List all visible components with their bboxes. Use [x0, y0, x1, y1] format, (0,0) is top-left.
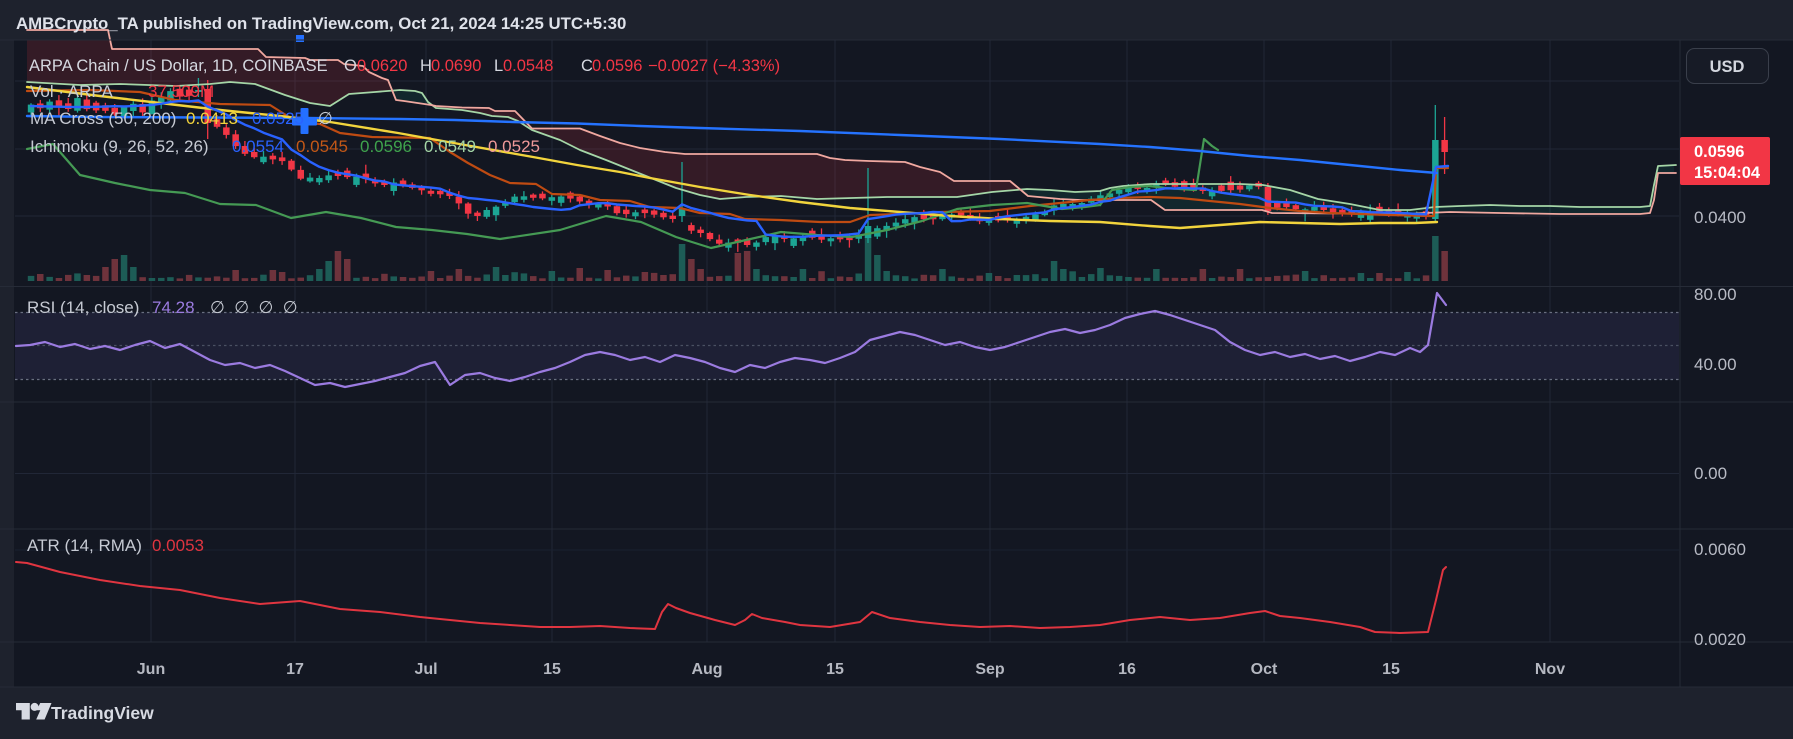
svg-text:ARPA Chain / US Dollar, 1D, CO: ARPA Chain / US Dollar, 1D, COINBASE — [29, 57, 328, 75]
svg-text:15:04:04: 15:04:04 — [1694, 164, 1761, 182]
svg-text:Ichimoku (9, 26, 52, 26): Ichimoku (9, 26, 52, 26) — [30, 137, 209, 156]
svg-text:AMBCrypto_TA published on Trad: AMBCrypto_TA published on TradingView.co… — [16, 14, 626, 33]
svg-text:15: 15 — [1382, 661, 1400, 678]
svg-text:MA Cross (50, 200): MA Cross (50, 200) — [30, 109, 176, 128]
svg-text:0.0690: 0.0690 — [431, 57, 481, 75]
svg-text:Jul: Jul — [414, 661, 437, 678]
svg-text:TradingView: TradingView — [51, 703, 154, 723]
svg-text:Aug: Aug — [691, 661, 722, 678]
svg-text:0.0596: 0.0596 — [1694, 143, 1744, 161]
svg-text:0.0413: 0.0413 — [186, 109, 238, 128]
svg-text:L: L — [494, 57, 503, 75]
svg-text:15: 15 — [826, 661, 844, 678]
svg-text:∅: ∅ — [318, 109, 333, 128]
svg-text:0.0020: 0.0020 — [1694, 630, 1746, 649]
svg-text:Oct: Oct — [1251, 661, 1278, 678]
svg-text:0.0596: 0.0596 — [592, 57, 642, 75]
svg-text:Jun: Jun — [137, 661, 165, 678]
svg-text:∅ ∅ ∅ ∅: ∅ ∅ ∅ ∅ — [210, 298, 298, 317]
svg-text:0.0400: 0.0400 — [1694, 208, 1746, 227]
svg-text:C: C — [581, 57, 593, 75]
svg-text:Nov: Nov — [1535, 661, 1565, 678]
svg-text:0.0525: 0.0525 — [252, 109, 304, 128]
svg-text:0.0596: 0.0596 — [360, 137, 412, 156]
svg-text:ATR (14, RMA): ATR (14, RMA) — [27, 536, 142, 555]
svg-text:17: 17 — [286, 661, 304, 678]
svg-text:O: O — [344, 57, 357, 75]
svg-text:RSI (14, close): RSI (14, close) — [27, 298, 139, 317]
svg-text:74.28: 74.28 — [152, 298, 195, 317]
svg-text:0.0554: 0.0554 — [232, 137, 284, 156]
svg-text:0.0525: 0.0525 — [488, 137, 540, 156]
svg-text:16: 16 — [1118, 661, 1136, 678]
svg-text:0.0620: 0.0620 — [357, 57, 407, 75]
svg-text:0.0548: 0.0548 — [503, 57, 553, 75]
svg-text:40.00: 40.00 — [1694, 355, 1737, 374]
svg-text:0.0053: 0.0053 — [152, 536, 204, 555]
svg-text:0.0060: 0.0060 — [1694, 540, 1746, 559]
svg-text:0.00: 0.00 — [1694, 464, 1727, 483]
svg-text:0.0545: 0.0545 — [296, 137, 348, 156]
svg-text:37.509M: 37.509M — [148, 82, 214, 101]
svg-text:15: 15 — [543, 661, 561, 678]
svg-text:80.00: 80.00 — [1694, 285, 1737, 304]
svg-text:0.0549: 0.0549 — [424, 137, 476, 156]
svg-text:H: H — [420, 57, 432, 75]
svg-text:−0.0027 (−4.33%): −0.0027 (−4.33%) — [648, 57, 780, 75]
svg-text:USD: USD — [1710, 58, 1745, 76]
svg-text:Sep: Sep — [975, 661, 1005, 678]
svg-text:Vol · ARPA: Vol · ARPA — [30, 82, 113, 101]
